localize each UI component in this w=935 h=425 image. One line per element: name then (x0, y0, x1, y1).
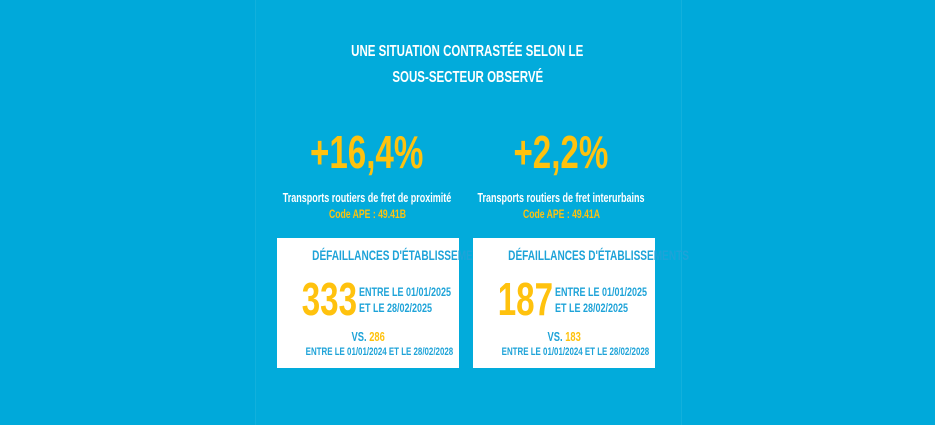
sector-2-label: Transports routiers de fret interurbains (477, 191, 645, 205)
sector-2-failures-card: DÉFAILLANCES D'ÉTABLISSEMENTS 187 ENTRE … (473, 238, 690, 368)
comparison: VS. 183 (547, 329, 581, 344)
comparison: VS. 286 (351, 329, 385, 344)
failure-count: 187 (497, 273, 554, 325)
sector-2-code: Code APE : 49.41A (522, 207, 600, 221)
title-line-1: UNE SITUATION CONTRASTÉE SELON LE (351, 43, 584, 60)
failure-count: 333 (301, 273, 358, 325)
sector-1-change: +16,4% (310, 126, 424, 178)
period: ENTRE LE 01/01/2025 ET LE 28/02/2025 (555, 285, 648, 315)
period: ENTRE LE 01/01/2025 ET LE 28/02/2025 (359, 285, 452, 315)
card-heading: DÉFAILLANCES D'ÉTABLISSEMENTS (312, 247, 494, 263)
sector-1-failures-card: DÉFAILLANCES D'ÉTABLISSEMENTS 333 ENTRE … (277, 238, 494, 368)
sector-1-label: Transports routiers de fret de proximité (282, 191, 452, 205)
comparison-period: ENTRE LE 01/01/2024 ET LE 28/02/2028 (501, 346, 650, 358)
comparison-period: ENTRE LE 01/01/2024 ET LE 28/02/2028 (305, 346, 454, 358)
card-heading: DÉFAILLANCES D'ÉTABLISSEMENTS (508, 247, 690, 263)
sector-2-change: +2,2% (513, 126, 609, 178)
title-line-2: SOUS-SECTEUR OBSERVÉ (392, 69, 543, 86)
sector-1-code: Code APE : 49.41B (328, 207, 406, 221)
